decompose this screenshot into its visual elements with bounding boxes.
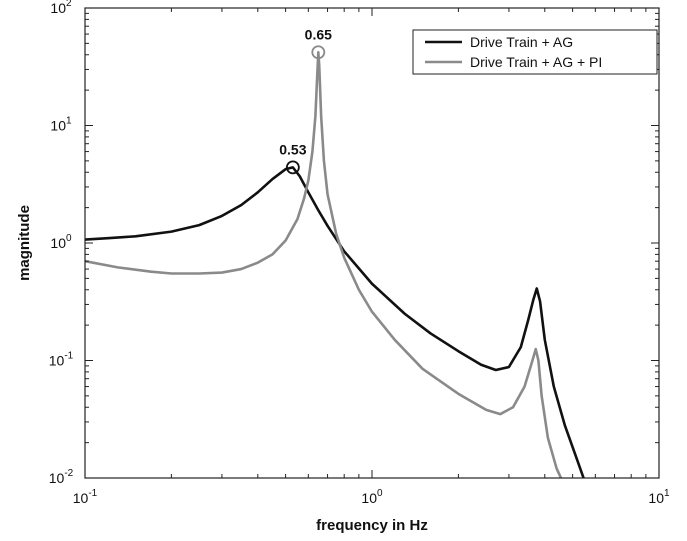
series-line-2 — [85, 50, 563, 478]
axis-ticks: 10-1 100 101 10-2 10-1 100 101 102 — [49, 0, 670, 506]
y-tick-label-5: 102 — [50, 0, 72, 16]
legend: Drive Train + AG Drive Train + AG + PI — [412, 29, 658, 75]
y-tick-label-1: 10-2 — [49, 468, 74, 486]
x-axis-label: frequency in Hz — [316, 517, 428, 534]
y-axis-label: magnitude — [16, 205, 33, 281]
legend-label-drive-train-ag: Drive Train + AG — [470, 34, 573, 50]
series-line-1 — [85, 166, 585, 478]
peak-label-2: 0.65 — [305, 26, 332, 42]
peak-marker-1 — [285, 160, 300, 175]
series-layer — [85, 50, 585, 478]
x-tick-label-3: 101 — [648, 488, 670, 506]
legend-label-drive-train-ag-pi: Drive Train + AG + PI — [470, 54, 602, 70]
y-tick-label-2: 10-1 — [49, 351, 74, 369]
y-tick-label-3: 100 — [50, 233, 72, 251]
y-tick-label-4: 101 — [50, 116, 72, 134]
peak-marker-2 — [311, 45, 326, 60]
x-tick-label-2: 100 — [361, 488, 383, 506]
peak-label-1: 0.53 — [279, 141, 306, 157]
x-tick-label-1: 10-1 — [73, 488, 98, 506]
plot-frame — [84, 7, 660, 479]
peak-markers: 0.53 0.65 — [279, 26, 332, 175]
legend-box — [412, 29, 658, 75]
